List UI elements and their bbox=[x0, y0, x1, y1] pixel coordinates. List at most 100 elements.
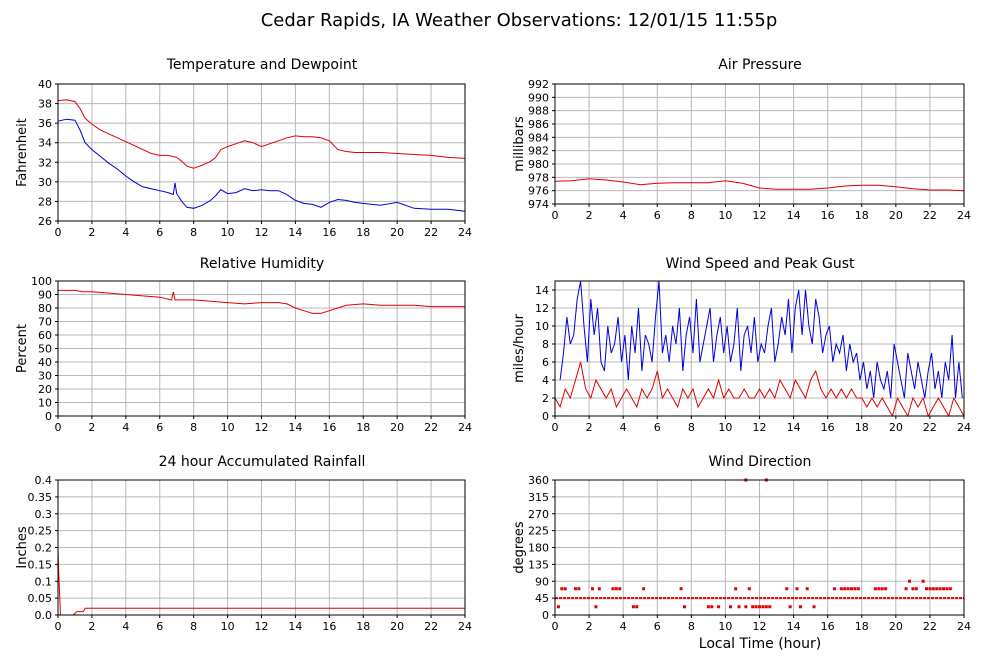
x-tick-label: 22 bbox=[424, 620, 438, 633]
x-tick-label: 8 bbox=[688, 421, 695, 434]
y-axis-label: miles/hour bbox=[512, 313, 527, 382]
y-tick-label: 270 bbox=[528, 508, 549, 521]
x-tick-label: 4 bbox=[122, 226, 129, 239]
direction-point bbox=[904, 587, 908, 591]
y-tick-label: 30 bbox=[38, 176, 52, 189]
direction-point bbox=[856, 587, 860, 591]
x-tick-label: 4 bbox=[122, 421, 129, 434]
y-tick-label: 70 bbox=[38, 316, 52, 329]
y-tick-label: 0 bbox=[45, 410, 52, 423]
x-tick-label: 0 bbox=[55, 226, 62, 239]
y-axis-label: Percent bbox=[15, 324, 30, 373]
x-tick-label: 22 bbox=[424, 421, 438, 434]
direction-point bbox=[563, 587, 567, 591]
x-tick-label: 8 bbox=[190, 620, 197, 633]
direction-point bbox=[751, 605, 755, 609]
y-tick-label: 984 bbox=[528, 131, 549, 144]
page-title: Cedar Rapids, IA Weather Observations: 1… bbox=[261, 10, 778, 31]
x-tick-label: 24 bbox=[458, 620, 472, 633]
direction-point bbox=[679, 587, 683, 591]
y-tick-label: 4 bbox=[542, 374, 549, 387]
direction-point bbox=[931, 587, 935, 591]
x-tick-label: 0 bbox=[552, 209, 559, 222]
x-tick-label: 8 bbox=[190, 421, 197, 434]
y-tick-label: 10 bbox=[535, 320, 549, 333]
direction-point bbox=[614, 587, 618, 591]
x-tick-label: 16 bbox=[322, 620, 336, 633]
x-tick-label: 16 bbox=[821, 209, 835, 222]
direction-point bbox=[921, 579, 925, 583]
y-tick-label: 974 bbox=[528, 198, 549, 211]
x-tick-label: 22 bbox=[923, 209, 937, 222]
x-tick-label: 2 bbox=[586, 620, 593, 633]
x-tick-label: 10 bbox=[718, 209, 732, 222]
direction-point bbox=[935, 587, 939, 591]
x-tick-label: 20 bbox=[889, 209, 903, 222]
direction-point bbox=[590, 587, 594, 591]
x-tick-label: 4 bbox=[620, 209, 627, 222]
x-tick-label: 2 bbox=[586, 421, 593, 434]
y-tick-label: 980 bbox=[528, 158, 549, 171]
direction-point bbox=[611, 587, 615, 591]
x-tick-label: 10 bbox=[221, 620, 235, 633]
x-tick-label: 18 bbox=[855, 421, 869, 434]
direction-point bbox=[744, 605, 748, 609]
y-tick-label: 0.0 bbox=[35, 609, 53, 622]
y-tick-label: 0.4 bbox=[35, 474, 53, 487]
x-tick-label: 6 bbox=[654, 421, 661, 434]
series-line-1 bbox=[57, 118, 466, 212]
y-tick-label: 40 bbox=[38, 356, 52, 369]
x-tick-label: 12 bbox=[255, 226, 269, 239]
x-tick-label: 12 bbox=[753, 421, 767, 434]
x-tick-label: 20 bbox=[390, 421, 404, 434]
series-line-1 bbox=[554, 361, 965, 418]
direction-point bbox=[560, 587, 564, 591]
x-tick-label: 4 bbox=[620, 620, 627, 633]
direction-point bbox=[729, 605, 733, 609]
y-axis-label: Fahrenheit bbox=[15, 118, 30, 187]
x-tick-label: 8 bbox=[688, 209, 695, 222]
x-tick-label: 2 bbox=[88, 226, 95, 239]
x-tick-label: 24 bbox=[957, 209, 971, 222]
direction-point bbox=[945, 587, 949, 591]
direction-point bbox=[812, 605, 816, 609]
direction-point bbox=[788, 605, 792, 609]
y-tick-label: 10 bbox=[38, 397, 52, 410]
direction-point bbox=[846, 587, 850, 591]
x-tick-label: 12 bbox=[255, 421, 269, 434]
y-tick-label: 45 bbox=[535, 592, 549, 605]
x-tick-label: 12 bbox=[753, 209, 767, 222]
x-tick-label: 22 bbox=[424, 226, 438, 239]
y-axis-label: Inches bbox=[15, 526, 30, 568]
x-tick-label: 14 bbox=[787, 421, 801, 434]
x-tick-label: 20 bbox=[889, 620, 903, 633]
direction-point bbox=[758, 605, 761, 609]
y-tick-label: 0 bbox=[542, 609, 549, 622]
x-tick-label: 8 bbox=[190, 226, 197, 239]
x-tick-label: 14 bbox=[288, 226, 302, 239]
x-tick-label: 14 bbox=[288, 620, 302, 633]
x-tick-label: 10 bbox=[718, 421, 732, 434]
direction-point bbox=[642, 587, 646, 591]
direction-point bbox=[594, 605, 598, 609]
direction-point bbox=[710, 605, 714, 609]
direction-point bbox=[805, 587, 809, 591]
y-tick-label: 14 bbox=[535, 284, 549, 297]
direction-point bbox=[764, 605, 768, 609]
x-tick-label: 12 bbox=[753, 620, 767, 633]
chart-title: Relative Humidity bbox=[200, 256, 324, 272]
direction-point bbox=[717, 605, 721, 609]
x-tick-label: 18 bbox=[855, 620, 869, 633]
x-tick-label: 4 bbox=[620, 421, 627, 434]
direction-point bbox=[942, 587, 946, 591]
y-tick-label: 90 bbox=[535, 575, 549, 588]
y-tick-label: 2 bbox=[542, 392, 549, 405]
y-tick-label: 0.2 bbox=[35, 542, 53, 555]
y-tick-label: 28 bbox=[38, 195, 52, 208]
y-tick-label: 30 bbox=[38, 370, 52, 383]
